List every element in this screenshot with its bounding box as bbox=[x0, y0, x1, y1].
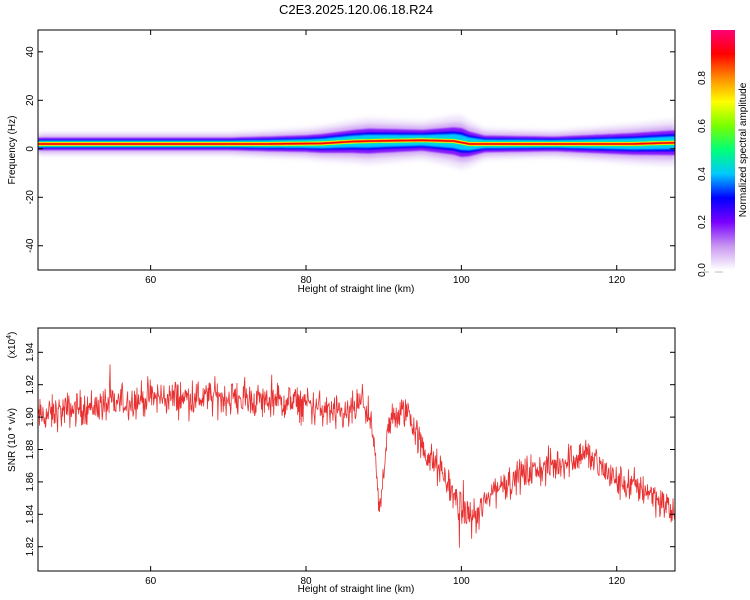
spectrogram-y-tick-label: 40 bbox=[25, 46, 36, 58]
spectrogram-y-tick-label: 0 bbox=[25, 146, 36, 152]
svg-text:(x104): (x104) bbox=[6, 332, 18, 359]
snr-series-line bbox=[38, 364, 675, 548]
snr-y-ticks: 1.94 1.92 1.90 1.88 1.86 1.84 1.82 bbox=[25, 342, 675, 556]
spectrogram-x-tick-label: 120 bbox=[608, 275, 625, 286]
spectrogram-heatmap bbox=[38, 115, 675, 170]
figure-title: C2E3.2025.120.06.18.R24 bbox=[279, 2, 433, 17]
snr-y-tick-label: 1.90 bbox=[25, 407, 36, 427]
spectrogram-x-tick-label: 80 bbox=[300, 275, 312, 286]
snr-y-label: SNR (10 * v/v) bbox=[7, 408, 18, 472]
snr-scale-suffix: ) bbox=[7, 332, 18, 335]
spectrogram-y-ticks: 40 20 0 -20 -40 bbox=[25, 46, 675, 253]
spectrogram-band-level-8 bbox=[38, 139, 675, 145]
colorbar-tick-label: 0.2 bbox=[697, 215, 708, 229]
spectrogram-y-tick-label: -20 bbox=[25, 190, 36, 205]
spectrogram-x-tick-label: 100 bbox=[453, 275, 470, 286]
colorbar: 0.0 0.2 0.4 0.6 0.8 Normalized spectral ampl… bbox=[697, 30, 749, 277]
colorbar-tick-label: 0.6 bbox=[697, 119, 708, 133]
spectrogram-panel: 60 80 100 120 40 20 0 -20 -40 Height of straigh… bbox=[7, 29, 676, 295]
colorbar-tick-label: 0.0 bbox=[697, 263, 708, 277]
snr-y-tick-label: 1.86 bbox=[25, 472, 36, 492]
snr-x-label: Height of straight line (km) bbox=[298, 584, 415, 595]
spectrogram-x-label: Height of straight line (km) bbox=[298, 284, 415, 295]
colorbar-tick-label: 0.4 bbox=[697, 167, 708, 181]
spectrogram-y-label: Frequency (Hz) bbox=[7, 116, 18, 185]
snr-y-tick-label: 1.94 bbox=[25, 342, 36, 362]
spectrogram-y-tick-label: 20 bbox=[25, 94, 36, 106]
spectrogram-x-tick-label: 60 bbox=[145, 275, 157, 286]
snr-x-tick-label: 120 bbox=[608, 576, 625, 587]
snr-x-tick-label: 60 bbox=[145, 576, 157, 587]
snr-scale-exponent: 4 bbox=[6, 335, 13, 339]
snr-x-tick-label: 80 bbox=[300, 576, 312, 587]
snr-panel: 60 80 100 120 1.941.921.901.881.861.841.82 … bbox=[6, 327, 676, 595]
snr-y-tick-label: 1.92 bbox=[25, 375, 36, 395]
snr-y-tick-label: 1.82 bbox=[25, 537, 36, 557]
colorbar-tick-label: 0.8 bbox=[697, 71, 708, 85]
snr-scale-prefix: (x10 bbox=[7, 338, 18, 358]
spectrogram-frame bbox=[37, 29, 676, 271]
spectrogram-y-tick-label: -40 bbox=[25, 238, 36, 253]
spectrogram-x-ticks: 60 80 100 120 bbox=[145, 30, 626, 286]
snr-x-tick-label: 100 bbox=[453, 576, 470, 587]
colorbar-label: Normalized spectral amplitude bbox=[738, 82, 749, 217]
snr-y-tick-label: 1.88 bbox=[25, 439, 36, 459]
colorbar-ticks: 0.0 0.2 0.4 0.6 0.8 bbox=[697, 71, 723, 277]
snr-x-ticks: 60 80 100 120 bbox=[145, 328, 626, 587]
snr-scale-label: (x104) bbox=[6, 332, 18, 359]
colorbar-gradient bbox=[711, 30, 735, 270]
snr-y-tick-label: 1.84 bbox=[25, 504, 36, 524]
